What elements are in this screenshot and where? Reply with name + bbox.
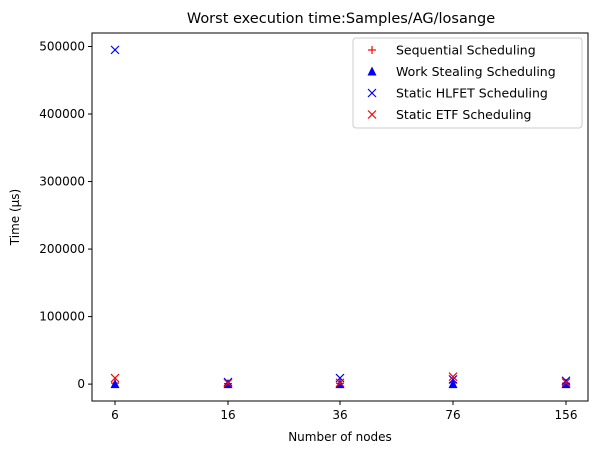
x-axis: 6 16 36 76 156: [111, 401, 577, 422]
data-point: [448, 372, 458, 382]
x-tick-label: 6: [111, 408, 119, 422]
x-axis-label: Number of nodes: [288, 430, 392, 444]
data-point: [561, 378, 571, 387]
x-tick-label: 76: [445, 408, 460, 422]
y-tick-label: 500000: [39, 40, 85, 54]
data-point: [110, 45, 120, 55]
data-point: [561, 376, 571, 386]
legend-marker: [367, 88, 377, 98]
data-point: [335, 378, 345, 388]
legend-label: Static ETF Scheduling: [396, 107, 532, 122]
data-point: [448, 379, 458, 389]
legend-label: Work Stealing Scheduling: [396, 64, 556, 79]
legend-label: Sequential Scheduling: [396, 43, 536, 58]
data-point: [223, 378, 233, 388]
legend-label: Static HLFET Scheduling: [396, 86, 548, 101]
legend: Sequential Scheduling Work Stealing Sched…: [352, 37, 583, 129]
data-point: [335, 379, 345, 389]
legend-marker: [367, 110, 377, 119]
data-point: [110, 373, 120, 383]
y-axis: 0 100000 200000 300000 400000 500000: [39, 40, 92, 391]
y-tick-label: 300000: [39, 175, 85, 189]
data-point: [448, 374, 458, 384]
y-tick-label: 400000: [39, 107, 85, 121]
y-tick-label: 100000: [39, 310, 85, 324]
legend-marker: [368, 46, 376, 54]
x-tick-label: 36: [332, 408, 347, 422]
chart-title: Worst execution time:Samples/AG/losange: [187, 11, 495, 27]
data-point: [110, 379, 120, 389]
legend-marker: [367, 66, 377, 76]
y-axis-label: Time (µs): [8, 189, 22, 246]
y-tick-label: 0: [77, 377, 85, 391]
y-tick-label: 200000: [39, 242, 85, 256]
data-points: [110, 45, 571, 389]
data-point: [561, 379, 571, 389]
legend-box: [352, 37, 583, 129]
x-tick-label: 156: [555, 408, 578, 422]
x-tick-label: 16: [220, 408, 235, 422]
data-point: [223, 377, 233, 387]
